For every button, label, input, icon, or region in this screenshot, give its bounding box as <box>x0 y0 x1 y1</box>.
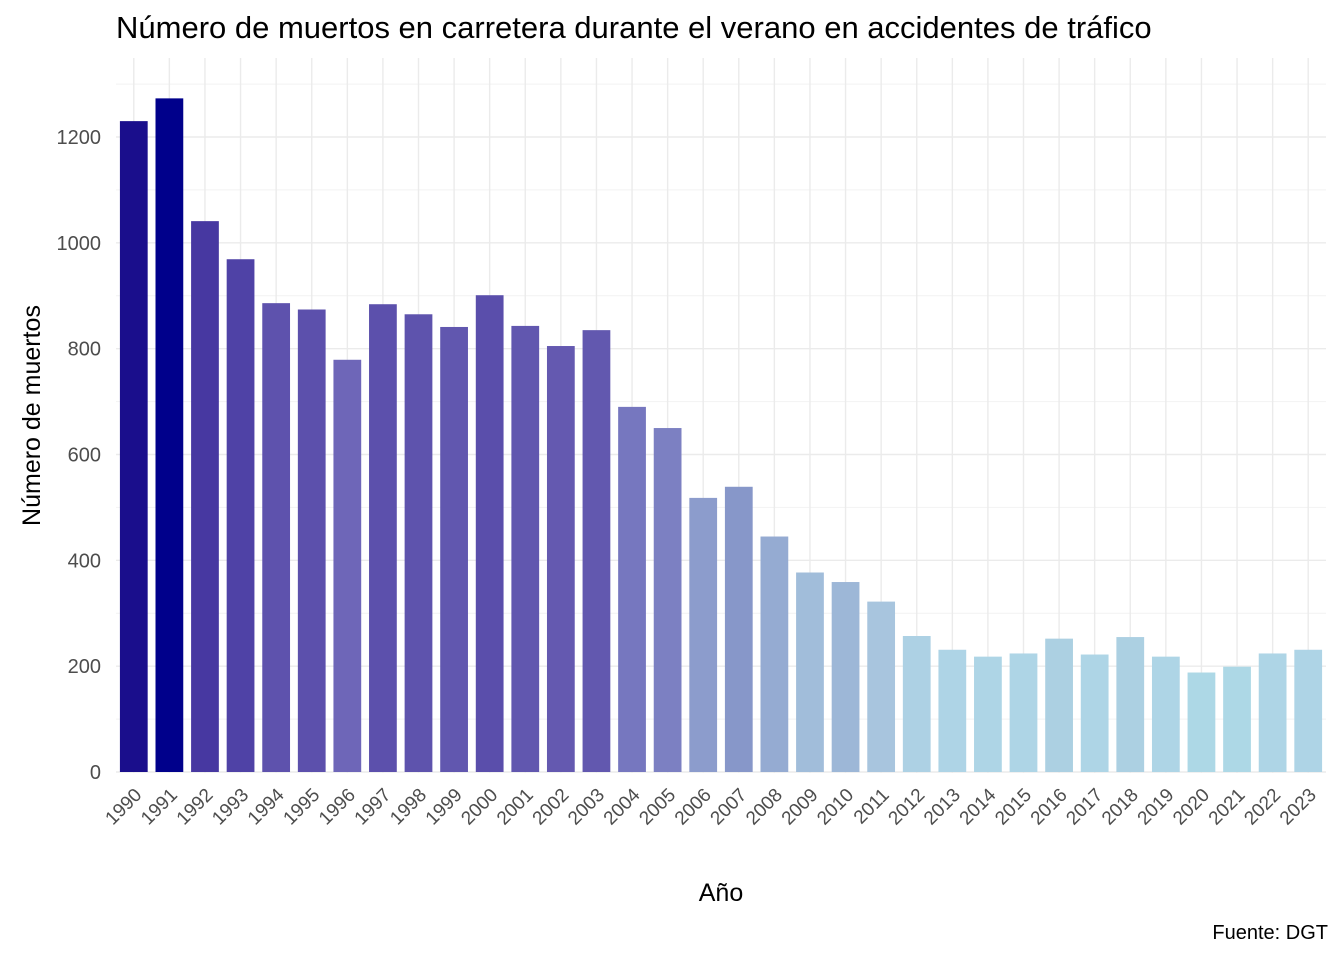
x-tick-label: 2023 <box>1276 785 1321 830</box>
x-tick-label: 1990 <box>102 785 147 830</box>
x-tick-label: 2007 <box>707 785 752 830</box>
bar-2002 <box>546 346 575 772</box>
bar-2001 <box>511 325 540 772</box>
bar-1993 <box>226 259 255 772</box>
x-tick-label: 2021 <box>1205 785 1250 830</box>
bar-2017 <box>1080 654 1109 772</box>
bar-2020 <box>1187 672 1216 772</box>
bar-2012 <box>902 636 931 772</box>
x-tick-label: 1996 <box>315 785 360 830</box>
bar-2011 <box>867 601 896 772</box>
bar-2005 <box>653 428 682 772</box>
bar-2015 <box>1009 653 1038 772</box>
x-tick-label: 2010 <box>813 785 858 830</box>
x-tick-label: 2008 <box>742 785 787 830</box>
x-tick-label: 1995 <box>280 785 325 830</box>
x-tick-label: 1992 <box>173 785 218 830</box>
bar-2022 <box>1258 653 1287 772</box>
bar-2014 <box>974 656 1002 772</box>
bar-1997 <box>369 304 397 772</box>
x-tick-label: 2000 <box>457 785 502 830</box>
y-tick-label: 1000 <box>57 233 102 255</box>
x-tick-label: 2006 <box>671 785 716 830</box>
x-tick-label: 2022 <box>1240 785 1285 830</box>
x-tick-label: 2019 <box>1134 785 1179 830</box>
bar-2013 <box>938 649 967 772</box>
bar-2019 <box>1151 656 1180 772</box>
x-tick-label: 2003 <box>564 785 609 830</box>
x-tick-label: 2005 <box>635 785 680 830</box>
x-tick-label: 2015 <box>991 785 1036 830</box>
bar-2009 <box>796 572 824 772</box>
x-tick-label: 2020 <box>1169 785 1214 830</box>
x-tick-label: 2011 <box>850 785 894 829</box>
y-tick-label: 600 <box>68 445 101 467</box>
chart-caption: Fuente: DGT <box>1212 922 1328 944</box>
x-tick-label: 1997 <box>351 785 396 830</box>
bar-2023 <box>1294 649 1323 772</box>
y-tick-label: 1200 <box>57 127 102 149</box>
x-tick-label: 2012 <box>885 785 930 830</box>
x-tick-label: 1994 <box>244 784 289 829</box>
bar-1998 <box>404 314 433 772</box>
x-tick-label: 2013 <box>920 785 965 830</box>
y-tick-label: 800 <box>68 339 101 361</box>
x-tick-label: 2018 <box>1098 785 1143 830</box>
x-axis-title: Año <box>699 879 743 907</box>
x-tick-label: 2009 <box>778 785 823 830</box>
x-tick-label: 2004 <box>600 784 645 829</box>
bar-2003 <box>582 330 611 772</box>
bar-2010 <box>831 582 860 772</box>
x-tick-label: 2014 <box>956 784 1001 829</box>
bar-2018 <box>1116 637 1145 772</box>
bar-1995 <box>297 309 326 772</box>
bar-1990 <box>119 121 148 772</box>
bar-1999 <box>440 326 468 772</box>
bar-2004 <box>618 406 646 772</box>
x-tick-label: 2002 <box>529 785 574 830</box>
x-tick-label: 2016 <box>1027 785 1072 830</box>
y-axis-title: Número de muertos <box>18 305 46 526</box>
y-tick-label: 200 <box>68 656 101 678</box>
x-tick-label: 1993 <box>208 785 253 830</box>
bar-2021 <box>1223 666 1251 772</box>
x-tick-label: 2017 <box>1062 785 1107 830</box>
bar-2000 <box>475 295 504 772</box>
bar-1991 <box>155 98 184 772</box>
x-tick-label: 1998 <box>386 785 431 830</box>
bar-1994 <box>262 303 291 772</box>
y-tick-label: 0 <box>90 762 101 784</box>
x-tick-label: 2001 <box>493 785 538 830</box>
y-tick-label: 400 <box>68 550 101 572</box>
bar-1992 <box>191 221 219 772</box>
bar-2007 <box>724 486 753 772</box>
bar-2016 <box>1045 638 1073 772</box>
bar-2008 <box>760 536 789 772</box>
x-tick-label: 1991 <box>137 785 182 830</box>
bar-2006 <box>689 497 718 772</box>
chart-title: Número de muertos en carretera durante e… <box>116 10 1152 45</box>
x-tick-label: 1999 <box>422 785 467 830</box>
bar-1996 <box>333 359 362 772</box>
